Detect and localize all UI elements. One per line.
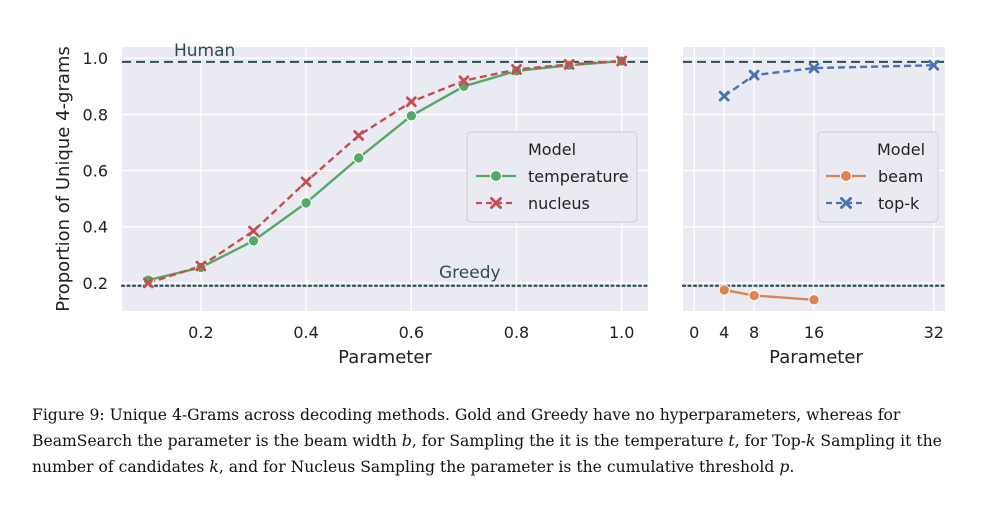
caption-math: b xyxy=(401,432,412,450)
y-tick-label: 0.6 xyxy=(83,162,108,181)
caption-math: k xyxy=(806,432,816,450)
caption-text: BeamSearch the parameter is the beam wid… xyxy=(32,432,402,450)
beam-point xyxy=(808,294,820,306)
legend-nucleus-marker xyxy=(490,197,502,209)
right-series xyxy=(718,59,940,306)
caption-text: , for Sampling the it is the temperature xyxy=(411,432,729,450)
y-tick-label: 0.8 xyxy=(83,105,108,124)
caption-line-1-text: Figure 9: Unique 4-Grams across decoding… xyxy=(32,406,901,424)
temperature-series-line xyxy=(148,59,622,282)
top-k-point xyxy=(718,90,730,102)
left-plot-panel: 0.2 0.4 0.6 0.8 1.0 0.2 0.4 0.6 0.8 1.0 Human Gre… xyxy=(53,41,650,368)
top-k-point xyxy=(748,69,760,81)
right-x-tick-label: 8 xyxy=(749,323,759,342)
right-x-tick-label: 16 xyxy=(804,323,824,342)
temperature-point xyxy=(142,274,155,286)
nucleus-point xyxy=(458,75,470,87)
temperature-point xyxy=(353,152,365,164)
right-legend: Model beam top-k xyxy=(817,131,939,223)
top-k-point xyxy=(928,59,940,71)
right-x-tick-label: 0 xyxy=(689,323,699,342)
legend-top-k-label: top-k xyxy=(878,194,920,213)
temperature-point xyxy=(405,110,417,122)
nucleus-point xyxy=(405,96,417,108)
caption-math: k xyxy=(209,458,219,476)
figure-caption: Figure 9: Unique 4-Grams across decoding… xyxy=(32,402,982,480)
nucleus-point xyxy=(616,55,628,67)
top-k-point xyxy=(808,62,820,74)
left-legend-box xyxy=(466,131,638,223)
right-x-tick-label: 4 xyxy=(719,323,729,342)
left-reference-lines xyxy=(120,60,650,287)
nucleus-point xyxy=(511,64,522,75)
left-legend: Model temperature nucleus xyxy=(466,131,638,223)
caption-line-3: number of candidates k, and for Nucleus … xyxy=(32,454,982,480)
right-x-axis-label: Parameter xyxy=(769,347,863,368)
y-tick-label: 0.4 xyxy=(83,218,108,237)
right-grid xyxy=(683,47,945,311)
top-k-series-line xyxy=(723,64,934,98)
nucleus-point xyxy=(353,130,365,141)
nucleus-point xyxy=(563,59,575,70)
beam-point xyxy=(748,289,760,302)
beam-point xyxy=(718,284,730,296)
left-x-tick-label: 0.6 xyxy=(399,323,424,342)
human-label: Human xyxy=(174,41,235,61)
caption-text: , and for Nucleus Sampling the parameter… xyxy=(218,458,780,476)
legend-temperature-label: temperature xyxy=(528,167,629,186)
legend-temperature-marker xyxy=(490,170,502,182)
left-x-tick-label: 0.8 xyxy=(504,323,529,342)
left-x-axis-label: Parameter xyxy=(338,347,432,368)
right-plot-panel: 0 4 8 16 32 Parameter Model beam top-k xyxy=(681,47,947,368)
right-legend-title: Model xyxy=(877,140,925,159)
left-x-tick-label: 0.4 xyxy=(293,323,318,342)
legend-beam-label: beam xyxy=(878,167,923,186)
y-axis-label: Proportion of Unique 4-grams xyxy=(53,46,74,312)
left-grid xyxy=(122,47,648,311)
caption-line-2: BeamSearch the parameter is the beam wid… xyxy=(32,428,982,454)
y-tick-label: 1.0 xyxy=(83,49,108,68)
caption-text: . xyxy=(789,458,795,476)
nucleus-point xyxy=(142,277,154,289)
legend-beam-marker xyxy=(840,170,852,182)
legend-nucleus-label: nucleus xyxy=(528,194,590,213)
right-tick-labels: 0 4 8 16 32 xyxy=(689,323,944,342)
nucleus-series-line xyxy=(147,59,622,285)
figure: 0.2 0.4 0.6 0.8 1.0 0.2 0.4 0.6 0.8 1.0 Human Gre… xyxy=(53,41,947,368)
left-tick-labels: 0.2 0.4 0.6 0.8 1.0 0.2 0.4 0.6 0.8 1.0 xyxy=(83,49,635,342)
caption-math: t xyxy=(728,432,735,450)
left-x-tick-label: 0.2 xyxy=(188,323,213,342)
nucleus-point xyxy=(300,176,312,188)
nucleus-point xyxy=(248,225,259,237)
greedy-label: Greedy xyxy=(439,263,501,283)
left-series xyxy=(142,55,628,289)
caption-text: , for Top- xyxy=(734,432,807,450)
caption-line-1: Figure 9: Unique 4-Grams across decoding… xyxy=(32,402,982,428)
temperature-point xyxy=(247,235,260,247)
temperature-point xyxy=(300,197,312,209)
y-tick-label: 0.2 xyxy=(83,274,108,293)
caption-math: p xyxy=(779,458,790,476)
legend-top-k-marker xyxy=(840,197,852,209)
right-x-tick-label: 32 xyxy=(924,323,944,342)
caption-text: number of candidates xyxy=(32,458,210,476)
left-x-tick-label: 1.0 xyxy=(609,323,634,342)
caption-text: Sampling it the xyxy=(815,432,942,450)
left-legend-title: Model xyxy=(528,140,576,159)
nucleus-point xyxy=(195,260,207,272)
